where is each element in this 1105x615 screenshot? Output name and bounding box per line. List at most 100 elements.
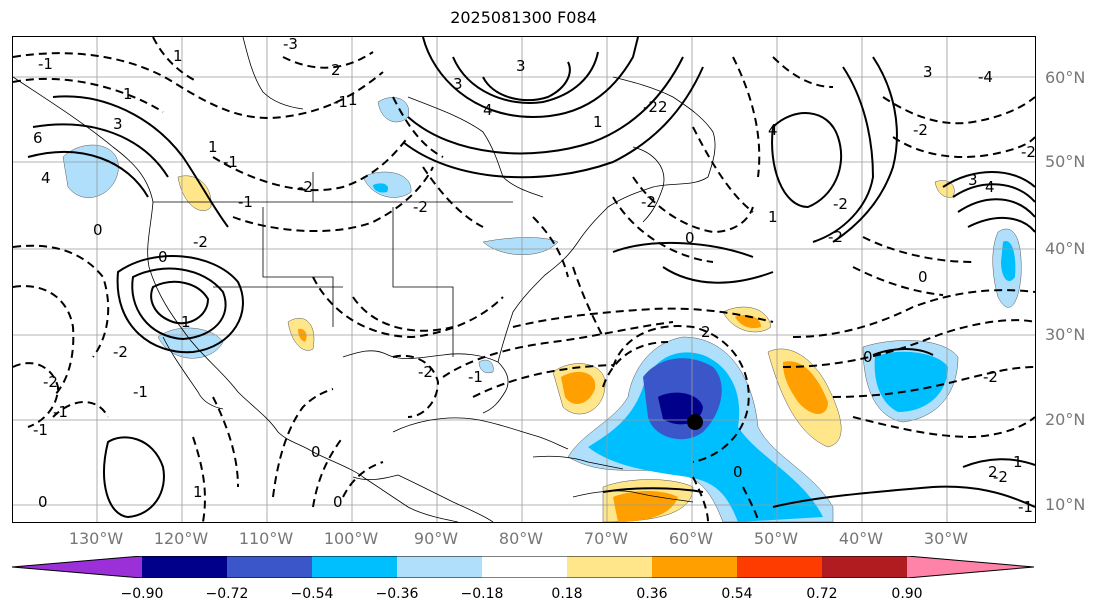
contour-label: 0 (333, 493, 343, 511)
shade-east-atlantic-core (874, 351, 948, 412)
contour-label: -3 (283, 37, 298, 53)
contour-label: 2 (658, 98, 668, 116)
lon-label: 70°W (583, 529, 629, 548)
contour-label: 3 (516, 57, 526, 75)
colorbar-segment (142, 556, 227, 578)
contour-label: 1 (348, 91, 358, 109)
coastlines (13, 37, 716, 522)
contour-label: -2 (913, 121, 928, 139)
contour-label: 2 (988, 463, 998, 481)
shade-south-caribbean-core (613, 491, 678, 522)
lon-label: 130°W (68, 529, 124, 548)
colorbar-tick: −0.54 (290, 586, 334, 602)
contour-label: 0 (685, 229, 695, 247)
contour-label: -2 (993, 468, 1008, 486)
contour-label: -2 (983, 368, 998, 386)
contour-label: -2 (1021, 143, 1035, 161)
shade-azores-core (735, 315, 761, 329)
storm-center-marker (687, 414, 703, 430)
contour-label: 1 (173, 47, 183, 65)
colorbar-tick: −0.18 (460, 586, 504, 602)
contour-label: -1 (33, 421, 48, 439)
shade-central-atlantic-core (783, 361, 828, 415)
contour-label: -1 (1018, 498, 1033, 516)
contour-label: 4 (768, 121, 778, 139)
contour-label: -2 (113, 343, 128, 361)
contour-label: -2 (43, 373, 58, 391)
negative-contours (13, 37, 1035, 522)
colorbar-segment (822, 556, 907, 578)
colorbar-segment (567, 556, 652, 578)
lat-label: 60°N (1045, 68, 1086, 87)
map-title: 2025081300 F084 (450, 8, 597, 27)
shade-far-east-core (1001, 241, 1016, 282)
contour-label: -1 (468, 368, 483, 386)
contour-label: 6 (33, 129, 43, 147)
colorbar-segment (737, 556, 822, 578)
contour-label: 2 (331, 61, 341, 79)
contour-label: 3 (968, 171, 978, 189)
lon-label: 60°W (668, 529, 714, 548)
contour-label: 1 (181, 313, 191, 331)
contour-label: -2 (413, 198, 428, 216)
colorbar-tick: 0.36 (636, 586, 668, 602)
lon-label: 50°W (753, 529, 799, 548)
contour-label: -2 (418, 363, 433, 381)
colorbar-tick: 0.90 (891, 586, 923, 602)
colorbar-segment (482, 556, 567, 578)
contour-label: 3 (113, 115, 123, 133)
lon-label: 100°W (323, 529, 379, 548)
shade-gulf-small (478, 359, 494, 374)
lon-label: 90°W (413, 529, 459, 548)
contour-label: 0 (918, 268, 928, 286)
contour-label: -1 (53, 403, 68, 421)
colorbar-extend-high (907, 556, 1034, 578)
lon-label: 110°W (238, 529, 294, 548)
lat-label: 30°N (1045, 325, 1086, 344)
contour-label: 3 (923, 63, 933, 81)
contour-label: 1 (593, 113, 603, 131)
contour-label: 1 (193, 483, 203, 501)
contour-label: 0 (733, 463, 743, 481)
shade-pacific-nw (62, 144, 119, 198)
colorbar-tick: −0.72 (205, 586, 249, 602)
colorbar-tick: −0.90 (120, 586, 164, 602)
contour-label: 0 (311, 443, 321, 461)
contour-label: 1 (1013, 453, 1023, 471)
lon-label: 80°W (498, 529, 544, 548)
colorbar-extend-low (12, 556, 142, 578)
map-canvas: 1 3 2 -1 -3 1 3 6 4 0 -2 -1 -2 -2 3 4 -4… (13, 37, 1035, 522)
contour-label: -2 (193, 233, 208, 251)
contour-label: -2 (643, 98, 658, 116)
shade-canada-east (377, 97, 410, 123)
lon-label: 120°W (153, 529, 209, 548)
contour-label: 0 (863, 348, 873, 366)
colorbar-segment (397, 556, 482, 578)
colorbar-tick: 0.72 (806, 586, 838, 602)
graticule (13, 37, 1035, 522)
contour-label: 1 (768, 208, 778, 226)
contour-label: 1 (123, 85, 133, 103)
shade-baja (157, 327, 224, 359)
contour-label: -1 (223, 153, 238, 171)
contour-label: 0 (158, 248, 168, 266)
lon-label: 40°W (838, 529, 884, 548)
contour-label: 4 (985, 178, 995, 196)
shading-layer (62, 97, 1022, 522)
contour-label: 4 (41, 169, 51, 187)
shade-great-lakes (362, 171, 412, 198)
colorbar-segment (312, 556, 397, 578)
shade-caribbean-west-core (561, 371, 596, 404)
contour-label: -2 (828, 228, 843, 246)
colorbar-tick: 0.54 (721, 586, 753, 602)
map-panel: 1 3 2 -1 -3 1 3 6 4 0 -2 -1 -2 -2 3 4 -4… (12, 36, 1036, 523)
contour-label: 2 (701, 323, 711, 341)
colorbar (12, 556, 1034, 578)
contour-label: 1 (208, 138, 218, 156)
contour-label: -2 (641, 193, 656, 211)
lat-label: 50°N (1045, 152, 1086, 171)
shade-ohio-valley (482, 237, 559, 255)
lon-label: 30°W (923, 529, 969, 548)
lat-label: 40°N (1045, 239, 1086, 258)
colorbar-tick: 0.18 (551, 586, 583, 602)
